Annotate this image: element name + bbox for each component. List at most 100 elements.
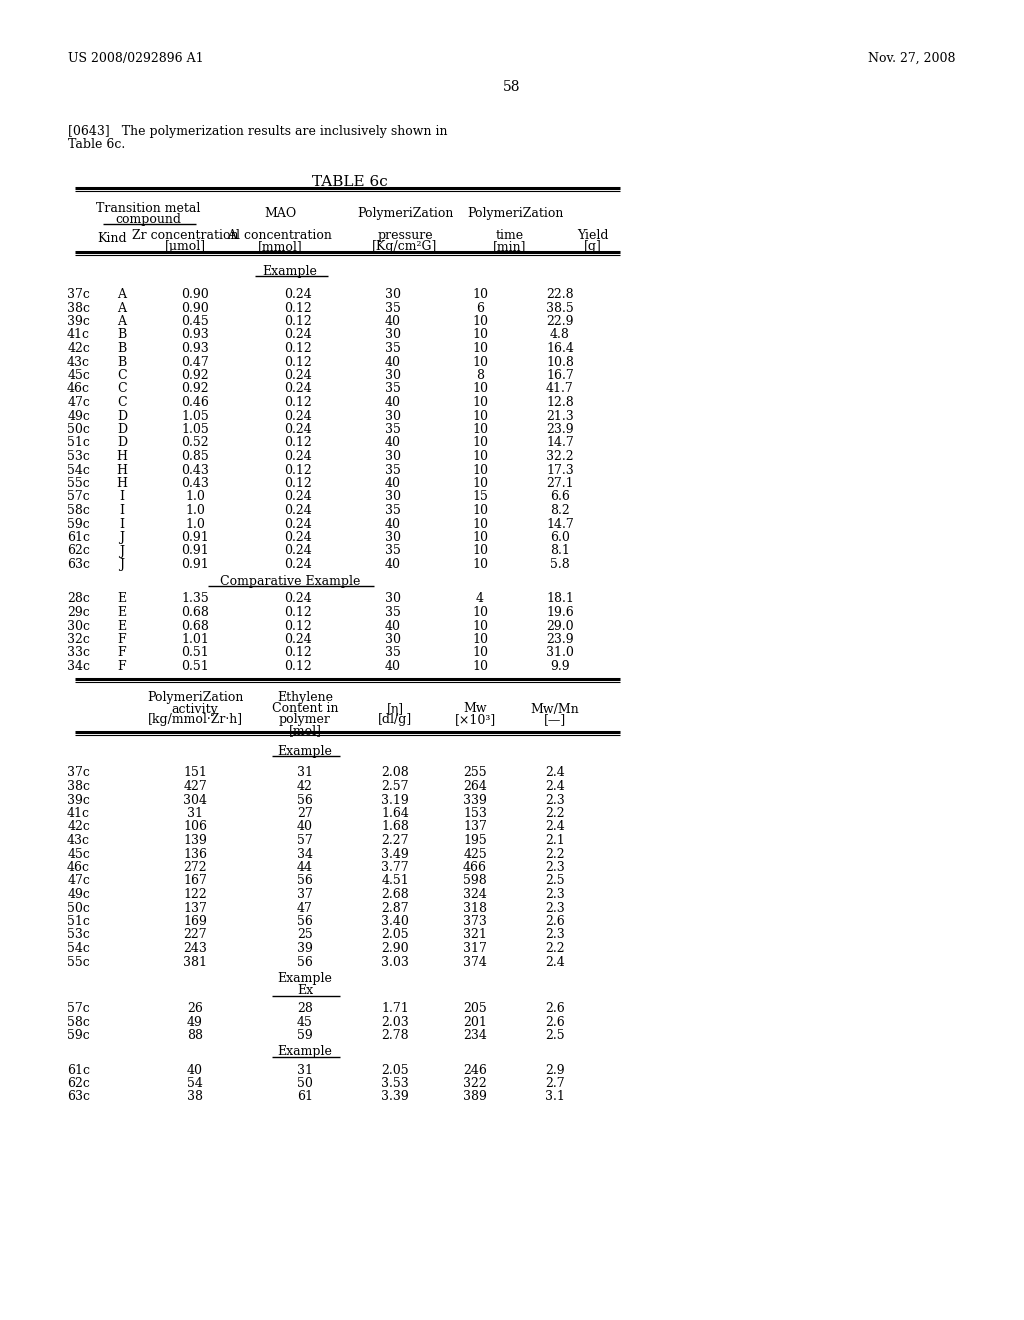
Text: 0.12: 0.12 <box>284 619 312 632</box>
Text: C: C <box>117 396 127 409</box>
Text: 37c: 37c <box>68 767 90 780</box>
Text: 1.0: 1.0 <box>185 504 205 517</box>
Text: 10: 10 <box>472 619 488 632</box>
Text: 272: 272 <box>183 861 207 874</box>
Text: 49c: 49c <box>68 888 90 902</box>
Text: Al concentration: Al concentration <box>227 228 333 242</box>
Text: US 2008/0292896 A1: US 2008/0292896 A1 <box>68 51 204 65</box>
Text: 389: 389 <box>463 1090 487 1104</box>
Text: 10: 10 <box>472 288 488 301</box>
Text: 63c: 63c <box>67 1090 90 1104</box>
Text: 2.6: 2.6 <box>545 1002 565 1015</box>
Text: PolymeriZation: PolymeriZation <box>146 692 243 705</box>
Text: 40: 40 <box>297 821 313 833</box>
Text: 41c: 41c <box>67 807 90 820</box>
Text: 34c: 34c <box>67 660 90 673</box>
Text: 40: 40 <box>385 355 401 368</box>
Text: 41c: 41c <box>67 329 90 342</box>
Text: 0.24: 0.24 <box>284 634 312 645</box>
Text: 1.68: 1.68 <box>381 821 409 833</box>
Text: 54c: 54c <box>68 942 90 954</box>
Text: 153: 153 <box>463 807 487 820</box>
Text: 0.24: 0.24 <box>284 544 312 557</box>
Text: 0.24: 0.24 <box>284 558 312 572</box>
Text: 0.12: 0.12 <box>284 355 312 368</box>
Text: 0.24: 0.24 <box>284 383 312 396</box>
Text: 10: 10 <box>472 504 488 517</box>
Text: H: H <box>117 477 128 490</box>
Text: 6.0: 6.0 <box>550 531 570 544</box>
Text: 3.53: 3.53 <box>381 1077 409 1090</box>
Text: 25: 25 <box>297 928 313 941</box>
Text: 38c: 38c <box>67 301 90 314</box>
Text: 137: 137 <box>183 902 207 915</box>
Text: 2.3: 2.3 <box>545 793 565 807</box>
Text: Example: Example <box>278 972 333 985</box>
Text: 50c: 50c <box>68 902 90 915</box>
Text: Example: Example <box>278 1045 333 1059</box>
Text: J: J <box>120 558 125 572</box>
Text: 32.2: 32.2 <box>546 450 573 463</box>
Text: Content in: Content in <box>271 702 338 715</box>
Text: TABLE 6c: TABLE 6c <box>312 176 388 189</box>
Text: 10: 10 <box>472 634 488 645</box>
Text: 0.92: 0.92 <box>181 370 209 381</box>
Text: 26: 26 <box>187 1002 203 1015</box>
Text: 10: 10 <box>472 477 488 490</box>
Text: 0.12: 0.12 <box>284 396 312 409</box>
Text: 55c: 55c <box>68 477 90 490</box>
Text: activity: activity <box>172 702 218 715</box>
Text: A: A <box>118 315 127 327</box>
Text: 10: 10 <box>472 517 488 531</box>
Text: 59c: 59c <box>68 1030 90 1041</box>
Text: 37c: 37c <box>68 288 90 301</box>
Text: 37: 37 <box>297 888 313 902</box>
Text: 35: 35 <box>385 342 401 355</box>
Text: 0.24: 0.24 <box>284 288 312 301</box>
Text: polymer: polymer <box>280 714 331 726</box>
Text: 2.87: 2.87 <box>381 902 409 915</box>
Text: 3.19: 3.19 <box>381 793 409 807</box>
Text: I: I <box>120 517 125 531</box>
Text: 10: 10 <box>472 463 488 477</box>
Text: 10.8: 10.8 <box>546 355 573 368</box>
Text: 0.12: 0.12 <box>284 463 312 477</box>
Text: 40: 40 <box>385 619 401 632</box>
Text: 10: 10 <box>472 329 488 342</box>
Text: 14.7: 14.7 <box>546 437 573 450</box>
Text: 169: 169 <box>183 915 207 928</box>
Text: 47c: 47c <box>68 396 90 409</box>
Text: D: D <box>117 409 127 422</box>
Text: J: J <box>120 531 125 544</box>
Text: 49c: 49c <box>68 409 90 422</box>
Text: 0.45: 0.45 <box>181 315 209 327</box>
Text: 33c: 33c <box>67 647 90 660</box>
Text: 246: 246 <box>463 1064 487 1077</box>
Text: 30: 30 <box>385 634 401 645</box>
Text: 0.12: 0.12 <box>284 647 312 660</box>
Text: 40: 40 <box>385 558 401 572</box>
Text: 304: 304 <box>183 793 207 807</box>
Text: 0.12: 0.12 <box>284 342 312 355</box>
Text: 50c: 50c <box>68 422 90 436</box>
Text: 0.43: 0.43 <box>181 463 209 477</box>
Text: C: C <box>117 370 127 381</box>
Text: [0643]   The polymerization results are inclusively shown in: [0643] The polymerization results are in… <box>68 125 447 139</box>
Text: Ex: Ex <box>297 983 313 997</box>
Text: 9.9: 9.9 <box>550 660 569 673</box>
Text: 63c: 63c <box>67 558 90 572</box>
Text: 227: 227 <box>183 928 207 941</box>
Text: 61: 61 <box>297 1090 313 1104</box>
Text: D: D <box>117 437 127 450</box>
Text: 2.08: 2.08 <box>381 767 409 780</box>
Text: 0.24: 0.24 <box>284 450 312 463</box>
Text: 136: 136 <box>183 847 207 861</box>
Text: 2.3: 2.3 <box>545 861 565 874</box>
Text: 58c: 58c <box>68 504 90 517</box>
Text: 56: 56 <box>297 874 313 887</box>
Text: 0.12: 0.12 <box>284 315 312 327</box>
Text: 0.12: 0.12 <box>284 660 312 673</box>
Text: 3.49: 3.49 <box>381 847 409 861</box>
Text: Mw/Mn: Mw/Mn <box>530 702 580 715</box>
Text: 6: 6 <box>476 301 484 314</box>
